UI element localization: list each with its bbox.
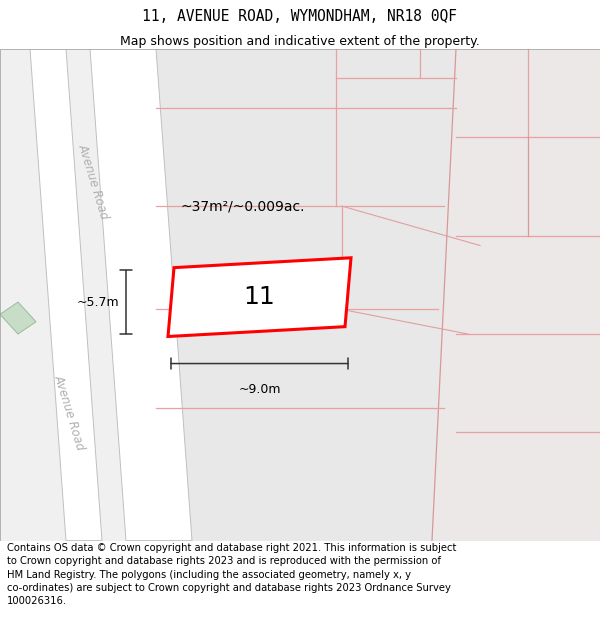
Polygon shape (90, 49, 192, 541)
Polygon shape (432, 49, 600, 541)
Polygon shape (168, 258, 351, 336)
Polygon shape (0, 302, 36, 334)
Text: 11, AVENUE ROAD, WYMONDHAM, NR18 0QF: 11, AVENUE ROAD, WYMONDHAM, NR18 0QF (143, 9, 458, 24)
Polygon shape (30, 49, 102, 541)
Text: ~37m²/~0.009ac.: ~37m²/~0.009ac. (180, 199, 305, 213)
Text: Map shows position and indicative extent of the property.: Map shows position and indicative extent… (120, 35, 480, 48)
Polygon shape (132, 49, 456, 541)
Text: Avenue Road: Avenue Road (76, 142, 110, 221)
Text: ~9.0m: ~9.0m (238, 383, 281, 396)
Text: 11: 11 (244, 285, 275, 309)
Text: ~5.7m: ~5.7m (76, 296, 119, 309)
Text: Avenue Road: Avenue Road (52, 373, 86, 452)
Text: Contains OS data © Crown copyright and database right 2021. This information is : Contains OS data © Crown copyright and d… (7, 543, 457, 606)
